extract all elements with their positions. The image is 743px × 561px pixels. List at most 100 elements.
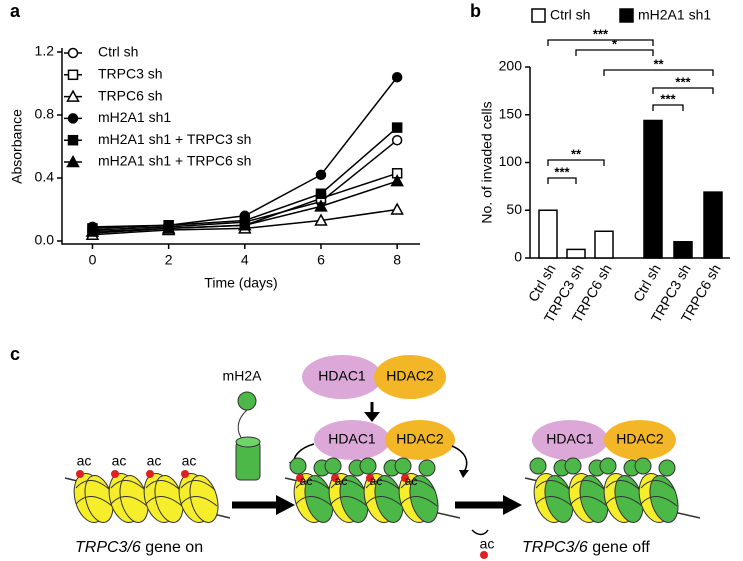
dna-wrap xyxy=(570,480,608,507)
acetyl-label: ac xyxy=(300,474,313,488)
nucleosome xyxy=(178,473,219,523)
nucleosome xyxy=(73,473,114,523)
acetyl-label: ac xyxy=(335,474,348,488)
hdac1-shape xyxy=(302,355,382,399)
tail-ball xyxy=(418,459,436,477)
hdac1-label: HDAC1 xyxy=(328,431,376,447)
arrow-head xyxy=(503,495,522,515)
x-axis-label: Time (days) xyxy=(204,275,277,291)
legend-label: TRPC3 sh xyxy=(98,66,163,82)
acetyl-dot xyxy=(331,474,339,482)
hdac2-label: HDAC2 xyxy=(396,431,444,447)
marker xyxy=(161,221,176,234)
acetyl-label: ac xyxy=(182,453,197,469)
gene-name: TRPC3/6 xyxy=(75,539,141,556)
marker xyxy=(85,224,100,237)
release-arrow xyxy=(471,529,489,536)
x-tick-label: 8 xyxy=(393,252,401,268)
significance-label: *** xyxy=(593,26,609,41)
legend-label: mH2A1 sh1 + TRPC6 sh xyxy=(98,153,251,169)
tail-ball xyxy=(359,457,377,475)
hdac1-shape xyxy=(314,420,390,460)
hdac2-shape xyxy=(604,420,676,460)
nucleosome xyxy=(398,473,439,523)
legend-label: Ctrl sh xyxy=(550,7,590,23)
x-tick-label: 4 xyxy=(241,252,249,268)
significance-label: ** xyxy=(653,56,664,71)
acetyl-label: ac xyxy=(405,474,418,488)
tail-ball xyxy=(289,457,307,475)
axis xyxy=(61,48,420,245)
significance-bracket xyxy=(547,159,605,166)
dna-wrap xyxy=(605,480,643,507)
acetyl-label: ac xyxy=(112,453,127,469)
nucleosome xyxy=(533,473,574,523)
bar xyxy=(643,119,663,259)
significance-bracket xyxy=(652,104,684,111)
y-tick-label: 50 xyxy=(506,201,522,217)
nucleosome xyxy=(363,473,404,523)
tail-ball xyxy=(324,457,342,475)
acetyl-label: ac xyxy=(370,474,383,488)
y-tick-label: 100 xyxy=(499,153,523,169)
gene-name: TRPC3/6 xyxy=(522,539,588,556)
nucleosome xyxy=(328,473,369,523)
acetyl-dot xyxy=(111,470,119,478)
tail-ball xyxy=(564,457,582,475)
bar xyxy=(594,230,614,259)
state-text: gene on xyxy=(145,539,203,556)
y-tick-label: 0.0 xyxy=(35,232,55,248)
y-axis-label: Absorbance xyxy=(9,109,25,184)
y-tick-label: 150 xyxy=(499,105,523,121)
significance-bracket xyxy=(547,177,577,184)
nucleosome xyxy=(108,473,149,523)
dna-wrap xyxy=(330,480,368,507)
nucleosome xyxy=(568,473,609,523)
y-tick-label: 0 xyxy=(514,249,522,265)
tail-ball xyxy=(529,457,547,475)
acetyl-dot xyxy=(181,470,189,478)
acetyl-dot xyxy=(366,474,374,482)
significance-bracket xyxy=(547,39,654,46)
acetyl-dot xyxy=(480,551,488,559)
acetyl-dot xyxy=(146,470,154,478)
acetyl-label: ac xyxy=(480,536,495,552)
marker xyxy=(314,199,328,212)
nucleosome xyxy=(603,473,644,523)
nucleosome xyxy=(143,473,184,523)
dna-wrap xyxy=(640,480,678,507)
significance-label: * xyxy=(612,36,618,51)
arrow-head xyxy=(459,470,469,478)
x-tick-label: 6 xyxy=(317,252,325,268)
dna-wrap xyxy=(75,480,113,507)
marker xyxy=(67,47,79,59)
dna-wrap xyxy=(180,480,218,507)
marker xyxy=(67,69,79,81)
dna-wrap xyxy=(365,480,403,507)
tail-ball xyxy=(658,459,676,477)
dna-wrap xyxy=(295,480,333,507)
bar xyxy=(538,209,558,259)
marker xyxy=(238,218,252,231)
tail-ball xyxy=(394,457,412,475)
significance-label: *** xyxy=(554,164,570,179)
dna-wrap xyxy=(535,480,573,507)
hdac1-label: HDAC1 xyxy=(546,431,594,447)
tail-ball xyxy=(634,457,652,475)
mh2a-link xyxy=(237,409,248,441)
arrow-head xyxy=(276,495,295,515)
state-text: gene off xyxy=(592,539,650,556)
legend-label: TRPC6 sh xyxy=(98,87,163,103)
hdac2-label: HDAC2 xyxy=(616,431,664,447)
legend-label: mH2A1 sh1 xyxy=(638,7,711,23)
hdac2-shape xyxy=(374,355,446,399)
panel-label: a xyxy=(10,1,21,21)
marker xyxy=(67,134,79,146)
significance-label: *** xyxy=(675,74,691,89)
marker xyxy=(390,174,404,187)
y-tick-label: 0.4 xyxy=(35,169,55,185)
significance-label: *** xyxy=(660,91,676,106)
legend-label: mH2A1 sh1 + TRPC3 sh xyxy=(98,131,251,147)
x-tick-label: 2 xyxy=(165,252,173,268)
